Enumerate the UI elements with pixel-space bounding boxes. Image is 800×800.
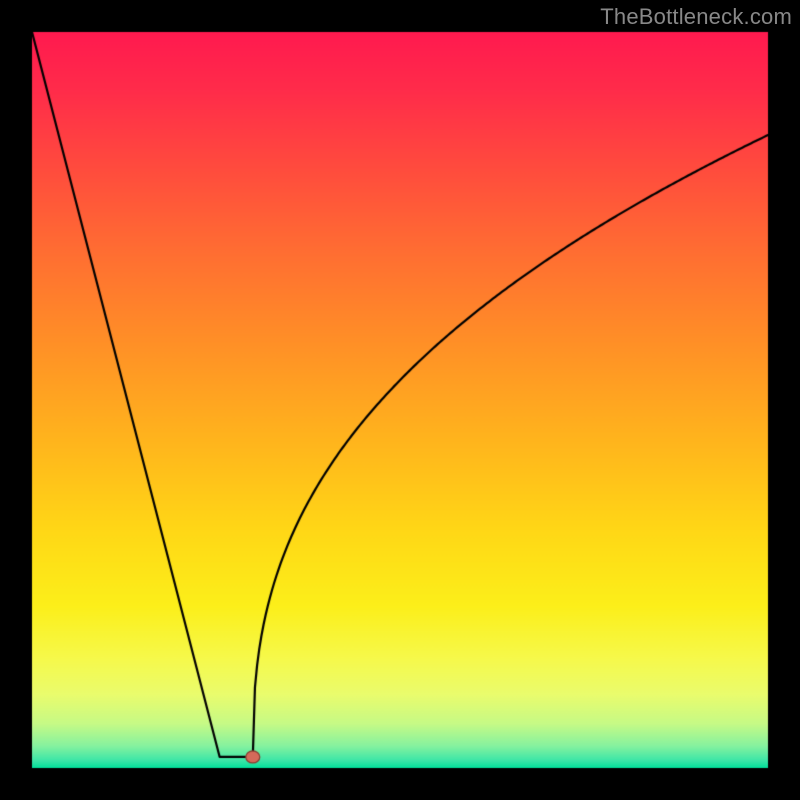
bottleneck-chart-canvas (0, 0, 800, 800)
chart-stage: TheBottleneck.com (0, 0, 800, 800)
watermark-label: TheBottleneck.com (600, 4, 792, 30)
